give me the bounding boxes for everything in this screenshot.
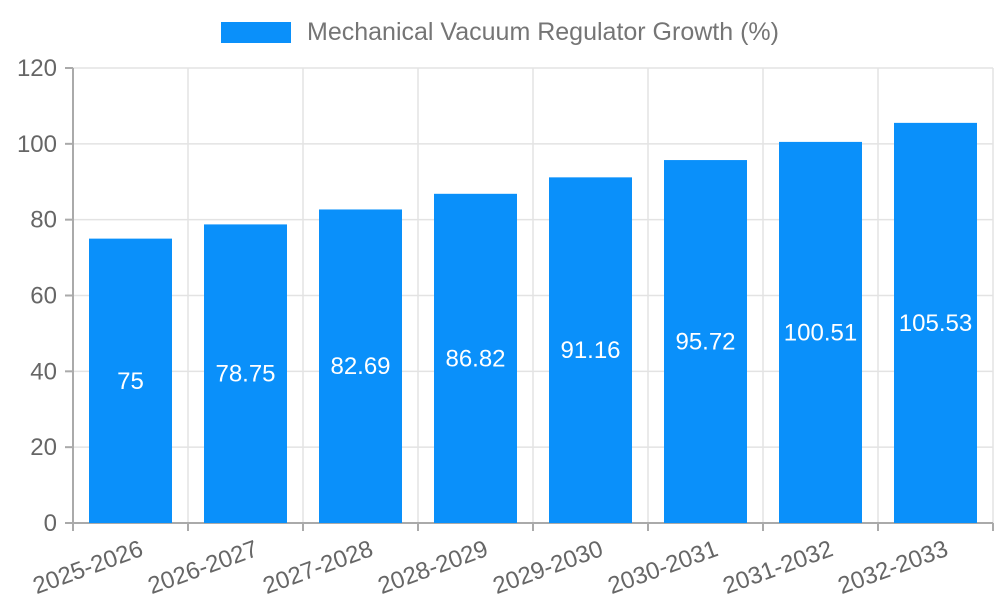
bar-2029-2030[interactable] xyxy=(549,177,632,523)
x-tick-label: 2026-2027 xyxy=(144,535,261,600)
y-tick-label: 40 xyxy=(30,358,57,385)
bar-2025-2026[interactable] xyxy=(89,238,172,523)
y-tick-label: 0 xyxy=(44,510,57,537)
y-tick-label: 20 xyxy=(30,434,57,461)
y-tick-label: 120 xyxy=(17,55,57,82)
bar-value-label: 95.72 xyxy=(675,329,735,356)
x-tick-label: 2030-2031 xyxy=(604,535,721,600)
bar-2032-2033[interactable] xyxy=(894,122,977,523)
y-tick-label: 80 xyxy=(30,207,57,234)
x-tick-label: 2029-2030 xyxy=(489,535,606,600)
bar-value-label: 86.82 xyxy=(445,345,505,372)
bar-2027-2028[interactable] xyxy=(319,209,402,523)
bar-2028-2029[interactable] xyxy=(434,193,517,523)
bar-2026-2027[interactable] xyxy=(204,224,287,523)
bar-value-label: 75 xyxy=(117,368,144,395)
bar-value-label: 91.16 xyxy=(560,337,620,364)
x-tick-label: 2028-2029 xyxy=(374,535,491,600)
bar-value-label: 82.69 xyxy=(330,353,390,380)
legend-label: Mechanical Vacuum Regulator Growth (%) xyxy=(307,17,779,46)
bar-value-label: 100.51 xyxy=(784,319,857,346)
bar-2031-2032[interactable] xyxy=(779,141,862,523)
bar-value-label: 105.53 xyxy=(899,310,972,337)
legend-swatch xyxy=(221,21,292,43)
y-tick-label: 60 xyxy=(30,283,57,310)
legend[interactable]: Mechanical Vacuum Regulator Growth (%) xyxy=(0,16,1000,48)
x-tick-label: 2025-2026 xyxy=(29,535,146,600)
bar-value-label: 78.75 xyxy=(215,361,275,388)
y-tick-label: 100 xyxy=(17,131,57,158)
x-tick-label: 2032-2033 xyxy=(834,535,951,600)
x-tick-label: 2031-2032 xyxy=(719,535,836,600)
bar-2030-2031[interactable] xyxy=(664,160,747,524)
x-tick-label: 2027-2028 xyxy=(259,535,376,600)
